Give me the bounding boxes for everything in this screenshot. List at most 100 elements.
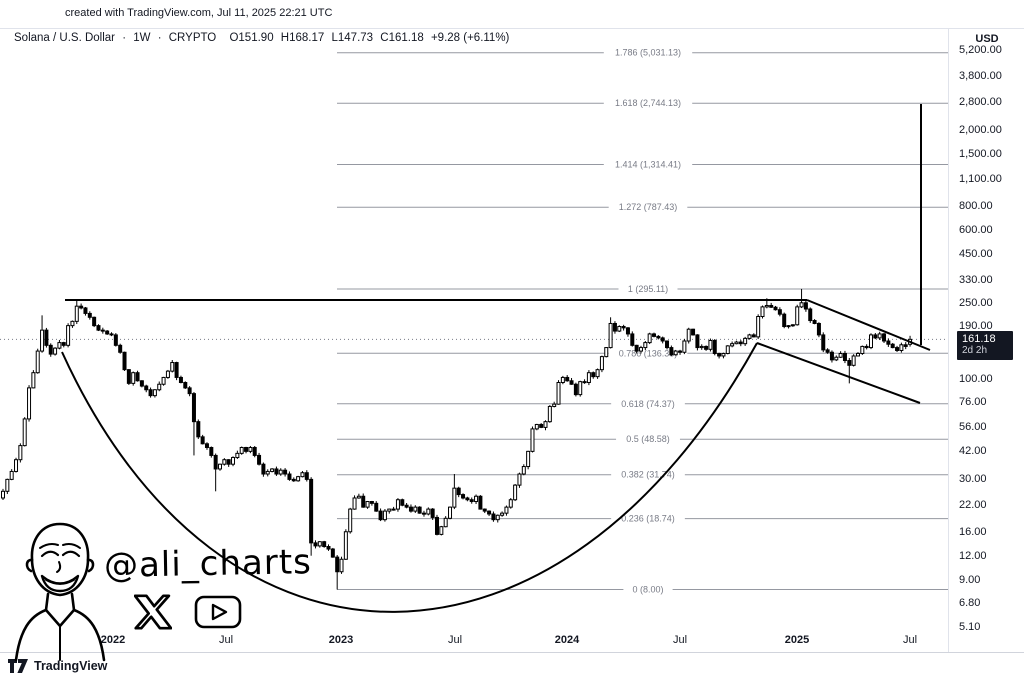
price-tick: 76.00 (959, 395, 987, 408)
fib-extension-tool[interactable]: 1.786 (5,031.13) 1.618 (2,744.13) 1.414 (1… (337, 46, 948, 596)
candle-body (504, 506, 509, 514)
candle-body (70, 320, 75, 327)
change-value: +9.28 (+6.11%) (430, 32, 510, 44)
fib-label-bg (611, 512, 685, 525)
candle-body (643, 342, 648, 349)
separator-dot: · (122, 32, 127, 44)
candle-body (617, 326, 622, 332)
wedge-upper-line[interactable] (806, 299, 931, 351)
candle-body (361, 495, 366, 508)
fib-label: 0.236 (18.74) (621, 514, 675, 524)
candle-body (638, 347, 643, 352)
candle-body (374, 502, 379, 512)
candle-body (725, 345, 730, 354)
candle-body (513, 484, 518, 501)
candle-body (57, 342, 62, 349)
candle-body (291, 478, 296, 482)
fib-label-bg (608, 201, 688, 214)
candle-body (426, 508, 431, 515)
price-axis[interactable]: USD 161.18 2d 2h 5,200.00 3,800.00 2,800.0… (948, 28, 1024, 652)
price-tick: 5.10 (959, 620, 981, 633)
candle-body (526, 450, 531, 468)
candle-body (543, 421, 548, 428)
symbol-title: Solana / U.S. Dollar (14, 32, 115, 44)
price-tick: 190.00 (959, 319, 993, 332)
candle-body (387, 508, 392, 512)
candle-body (495, 514, 500, 521)
candlestick-series (1, 288, 913, 590)
price-tick: 3,800.00 (959, 70, 1002, 83)
time-tick: Jul (218, 634, 234, 646)
candle-body (838, 352, 843, 358)
candle-body (882, 333, 887, 342)
ohlc-low: L147.73 (331, 32, 374, 44)
price-tick: 6.80 (959, 597, 981, 610)
candle-body (365, 501, 370, 508)
candle-body (652, 333, 656, 337)
candle-body (122, 351, 127, 371)
time-axis[interactable]: 2022 Jul 2023 Jul 2024 Jul 2025 Jul (0, 630, 1024, 653)
market-label: CRYPTO (168, 32, 217, 44)
candle-body (821, 334, 826, 351)
candle-body (170, 362, 175, 372)
candle-body (695, 334, 700, 349)
candle-body (877, 333, 882, 339)
tradingview-brand-text: TradingView (34, 659, 108, 673)
candle-body (487, 510, 492, 515)
candle-body (795, 306, 800, 326)
candle-body (378, 510, 383, 521)
candle-body (343, 531, 348, 560)
candle-body (408, 506, 413, 512)
candle-body (430, 508, 435, 518)
candle-body (278, 469, 283, 475)
candle-body (786, 325, 791, 328)
price-tick: 330.00 (959, 273, 993, 286)
candle-body (647, 333, 652, 344)
price-tick: 600.00 (959, 223, 993, 236)
candle-body (92, 316, 97, 327)
candle-body (313, 542, 318, 547)
candle-body (842, 352, 847, 362)
candle-body (400, 499, 405, 506)
price-tick: 2,800.00 (959, 95, 1002, 108)
candle-body (369, 501, 374, 504)
candle-body (287, 473, 292, 480)
trendline-annotations[interactable] (61, 104, 931, 613)
candle-body (461, 494, 466, 499)
candle-body (799, 302, 804, 308)
candle-body (790, 324, 795, 327)
candle-body (213, 454, 218, 470)
wedge-lower-line[interactable] (756, 342, 921, 404)
candle-body (860, 345, 865, 354)
candle-body (560, 376, 565, 384)
candle-body (669, 347, 674, 356)
fib-label-bg (611, 397, 685, 410)
candle-body (730, 343, 735, 347)
candle-body (491, 513, 496, 521)
candle-body (226, 459, 231, 465)
candle-body (895, 347, 900, 351)
candle-body (595, 369, 600, 378)
price-tick: 1,100.00 (959, 173, 1002, 186)
candle-body (829, 351, 834, 361)
candle-body (248, 446, 253, 452)
candle-body (482, 508, 487, 512)
candle-body (352, 497, 357, 510)
price-tick: 100.00 (959, 373, 993, 386)
candle-body (777, 309, 782, 315)
candle-body (586, 372, 591, 384)
candle-body (721, 352, 726, 357)
candle-body (552, 403, 557, 407)
cup-curve-line[interactable] (61, 342, 758, 613)
fib-label: 0 (8.00) (632, 584, 663, 594)
fib-label: 0.5 (48.58) (626, 434, 670, 444)
candle-body (417, 506, 422, 514)
candle-body (222, 459, 227, 465)
tradingview-logo-link[interactable]: TradingView (8, 659, 107, 673)
candle-body (756, 316, 761, 338)
time-tick: 2024 (554, 634, 580, 646)
candle-body (625, 327, 630, 335)
candle-body (326, 546, 331, 550)
candle-body (630, 333, 635, 346)
